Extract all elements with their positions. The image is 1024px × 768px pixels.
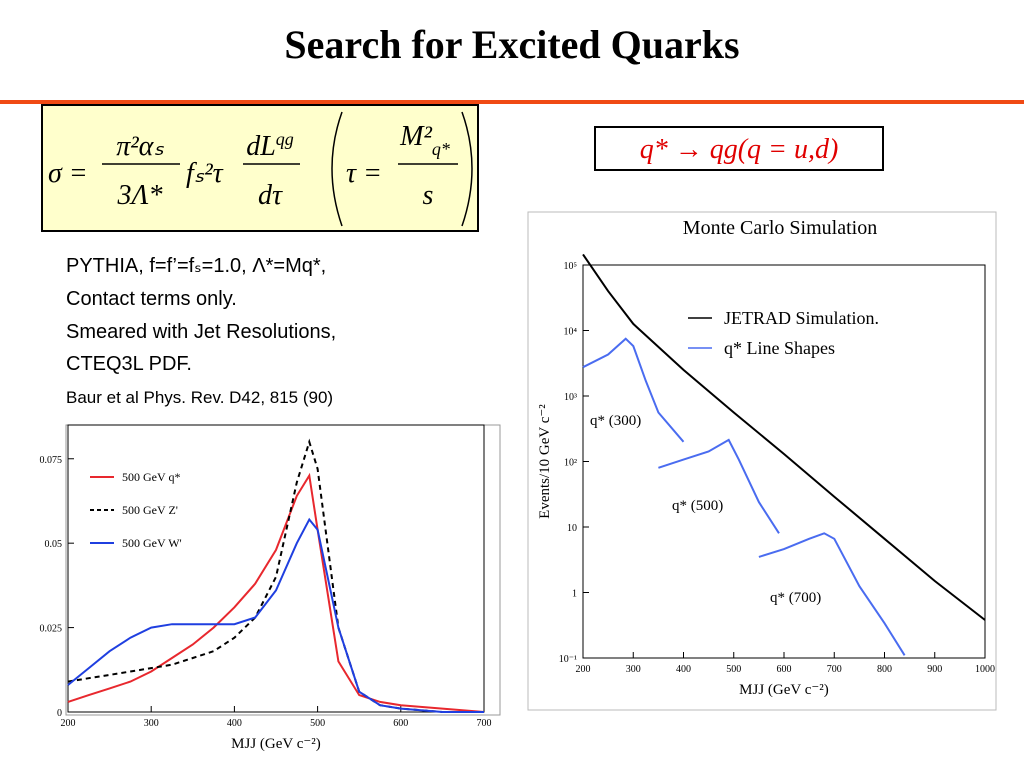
y-tick-label: 10⁻¹ xyxy=(559,654,577,665)
x-tick-label: 700 xyxy=(827,664,842,675)
paren xyxy=(331,111,343,227)
legend-label: 500 GeV q* xyxy=(122,470,180,484)
formula-text: qg xyxy=(276,129,294,149)
formula: σ = π²αₛ 3Λ* fₛ²τ dLqg dτ τ = M²q* s xyxy=(48,111,473,227)
formula-text: M²q* xyxy=(399,121,450,159)
x-tick-label: 200 xyxy=(576,664,591,675)
formula-text: dτ xyxy=(258,180,283,211)
legend-label: q* Line Shapes xyxy=(724,338,835,358)
x-tick-label: 600 xyxy=(777,664,792,675)
series-line xyxy=(67,517,484,713)
y-tick-label: 0 xyxy=(57,708,62,719)
formula-text: q* xyxy=(432,139,450,159)
chart-frame xyxy=(527,211,997,711)
legend-label: 500 GeV Z' xyxy=(122,503,178,517)
x-tick-label: 700 xyxy=(477,718,492,729)
plot-area xyxy=(67,424,485,713)
slide-title: Search for Excited Quarks xyxy=(284,22,739,67)
note: Smeared with Jet Resolutions, xyxy=(66,321,336,343)
x-tick-label: 800 xyxy=(877,664,892,675)
x-tick-label: 200 xyxy=(61,718,76,729)
series-line xyxy=(67,438,484,713)
formula-text: s xyxy=(423,180,434,211)
y-tick-label: 10⁴ xyxy=(564,327,578,338)
formula-text: π²αₛ xyxy=(116,131,164,162)
x-tick-label: 1000 xyxy=(975,664,995,675)
x-tick-label: 300 xyxy=(626,664,641,675)
y-tick-label: 1 xyxy=(572,589,577,600)
formula-box xyxy=(41,104,479,232)
series-line xyxy=(658,438,780,534)
x-axis-label: MJJ (GeV c⁻²) xyxy=(231,736,321,752)
notes: PYTHIA, f=f’=fₛ=1.0, Λ*=Mq*, Contact ter… xyxy=(66,255,336,407)
chart-title: Monte Carlo Simulation xyxy=(683,217,877,239)
paren xyxy=(461,111,473,227)
y-tick-label: 10 xyxy=(567,523,577,534)
formula-text: τ = xyxy=(346,158,382,189)
note: PYTHIA, f=f’=fₛ=1.0, Λ*=Mq*, xyxy=(66,255,326,277)
x-axis-label: MJJ (GeV c⁻²) xyxy=(739,682,829,698)
x-tick-label: 900 xyxy=(927,664,942,675)
legend-label: 500 GeV W' xyxy=(122,536,182,550)
note: Baur et al Phys. Rev. D42, 815 (90) xyxy=(66,388,333,407)
y-tick-label: 10² xyxy=(564,458,577,469)
reaction-box xyxy=(594,126,884,171)
y-tick-label: 0.075 xyxy=(40,455,63,466)
note: Contact terms only. xyxy=(66,288,237,310)
y-tick-label: 0.025 xyxy=(40,624,63,635)
reaction: q* → qg(q = u,d) xyxy=(640,134,839,165)
formula-text: M² xyxy=(399,121,432,152)
formula-text: σ = xyxy=(48,158,88,189)
y-tick-label: 10³ xyxy=(564,392,577,403)
legend-label: JETRAD Simulation. xyxy=(724,308,879,328)
y-tick-label: 0.05 xyxy=(45,539,63,550)
formula-text: 3Λ* xyxy=(117,180,163,211)
formula-text: dLqg xyxy=(246,129,294,162)
x-tick-label: 600 xyxy=(393,718,408,729)
y-tick-label: 10⁵ xyxy=(564,261,578,272)
y-axis-label: Events/10 GeV c⁻² xyxy=(537,404,553,519)
x-tick-label: 400 xyxy=(227,718,242,729)
x-tick-label: 300 xyxy=(144,718,159,729)
formula-text: dL xyxy=(246,131,276,162)
x-tick-label: 400 xyxy=(676,664,691,675)
curve-label: q* (300) xyxy=(590,413,641,429)
formula-text: fₛ²τ xyxy=(186,158,224,189)
x-tick-label: 500 xyxy=(310,718,325,729)
series-line xyxy=(758,532,906,656)
curve-label: q* (700) xyxy=(770,590,821,606)
title-rule xyxy=(0,100,1024,104)
x-tick-label: 500 xyxy=(726,664,741,675)
series-line xyxy=(582,337,685,443)
series-line xyxy=(582,253,986,621)
chart-frame xyxy=(65,424,501,716)
series-line xyxy=(67,472,485,713)
curve-label: q* (500) xyxy=(672,498,723,514)
note: CTEQ3L PDF. xyxy=(66,353,192,375)
